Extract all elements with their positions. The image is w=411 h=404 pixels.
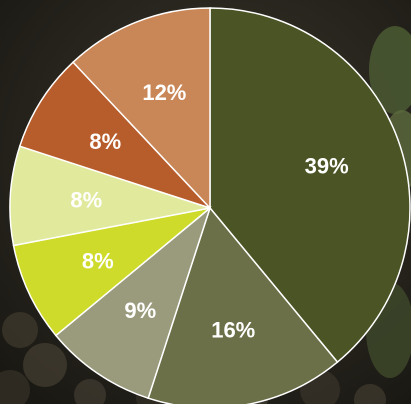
pie-slice-1 bbox=[147, 206, 339, 404]
slice-label-1: 16% bbox=[211, 317, 255, 342]
slice-label-3: 8% bbox=[82, 248, 114, 273]
pie-labels: 39% 16% 9% 8% 8% 8% 12% bbox=[70, 80, 348, 342]
pie-slice-3 bbox=[12, 207, 211, 337]
pie-slice-2 bbox=[54, 205, 212, 400]
pie-slices bbox=[9, 7, 411, 404]
slice-label-4: 8% bbox=[70, 188, 102, 213]
pie-slice-0 bbox=[209, 7, 411, 364]
slice-label-0: 39% bbox=[305, 153, 349, 178]
slice-label-2: 9% bbox=[124, 298, 156, 323]
pie-slice-5 bbox=[18, 61, 211, 209]
pie-slice-4 bbox=[9, 145, 211, 247]
pie-slice-6 bbox=[72, 7, 211, 210]
slice-label-6: 12% bbox=[142, 80, 186, 105]
slice-label-5: 8% bbox=[89, 129, 121, 154]
